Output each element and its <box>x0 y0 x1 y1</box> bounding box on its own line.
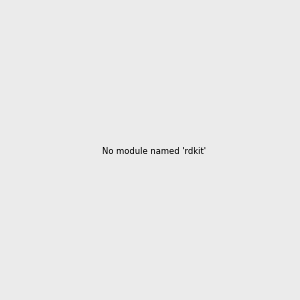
Text: No module named 'rdkit': No module named 'rdkit' <box>102 147 206 156</box>
